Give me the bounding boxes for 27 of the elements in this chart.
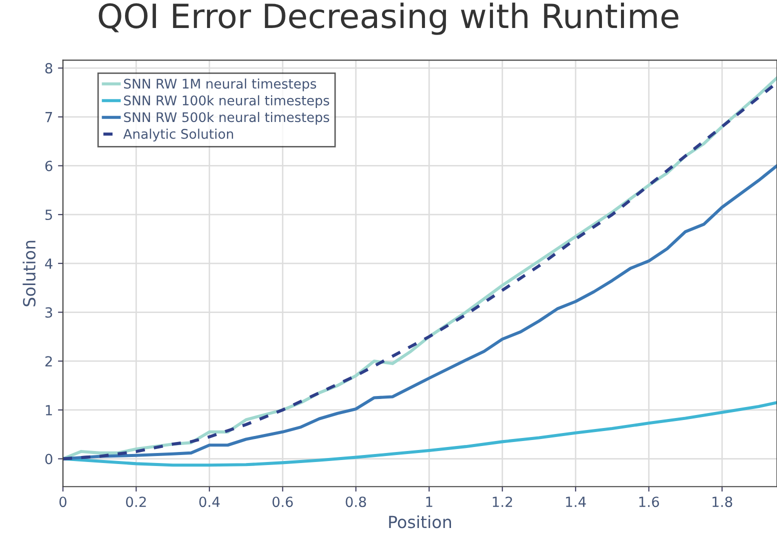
y-tick-label: 3 — [45, 307, 52, 318]
x-axis-title: Position — [389, 515, 451, 528]
legend-label: Analytic Solution — [123, 128, 234, 142]
y-tick-label: 0 — [45, 454, 52, 464]
chart-title: QOI Error Decreasing with Runtime — [98, 2, 678, 35]
x-tick-label: 1.8 — [712, 496, 732, 508]
y-tick-label: 7 — [46, 112, 52, 122]
y-tick-label: 2 — [45, 356, 52, 366]
x-tick-label: 1.2 — [492, 496, 512, 507]
y-tick-label: 4 — [45, 258, 52, 269]
x-tick-label: 1.4 — [566, 496, 586, 507]
line-series — [62, 401, 777, 467]
y-tick-label: 1 — [46, 405, 52, 416]
legend-label: SNN RW 500k neural timesteps — [124, 112, 330, 125]
y-tick-label: 6 — [45, 160, 52, 172]
x-tick-label: 1.6 — [639, 496, 660, 508]
x-tick-label: 0.4 — [199, 496, 220, 508]
x-tick-label: 0.6 — [272, 496, 293, 508]
x-tick-label: 0 — [59, 496, 66, 508]
x-tick-label: 0.8 — [346, 496, 366, 508]
x-tick-label: 0.2 — [126, 496, 146, 508]
y-axis-title: Solution — [22, 240, 36, 306]
legend-label: SNN RW 100k neural timesteps — [124, 95, 330, 108]
y-tick-label: 8 — [45, 63, 52, 74]
y-tick-label: 5 — [45, 210, 52, 220]
x-tick-label: 1 — [426, 496, 432, 507]
legend-label: SNN RW 1M neural timesteps — [124, 78, 316, 92]
